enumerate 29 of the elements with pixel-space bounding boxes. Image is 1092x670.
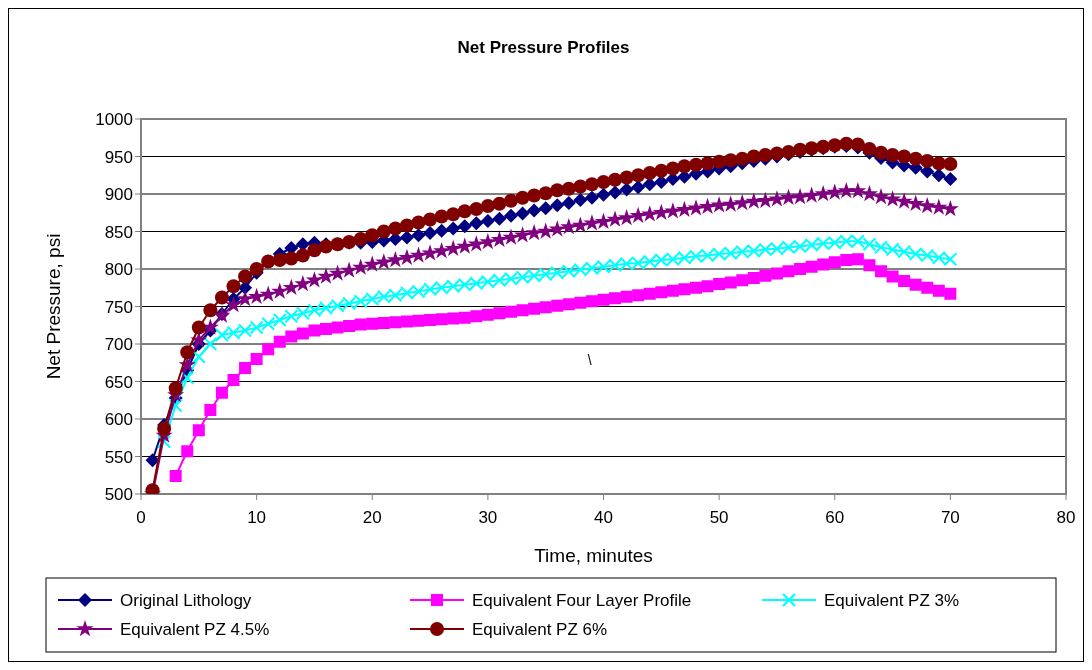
x-tick-label: 20	[362, 508, 382, 527]
y-tick-label: 1000	[95, 110, 133, 129]
legend-label: Equivalent PZ 3%	[824, 591, 960, 610]
x-tick-label: 10	[247, 508, 267, 527]
y-tick-label: 950	[104, 147, 133, 167]
y-tick-label: 650	[104, 372, 133, 392]
annotation: \	[587, 352, 592, 368]
y-tick-label: 900	[104, 185, 133, 204]
x-tick-label: 50	[709, 508, 729, 527]
y-axis-title: Net Pressure, psi	[43, 233, 64, 380]
x-axis-title: Time, minutes	[534, 545, 653, 566]
y-tick-label: 850	[104, 222, 133, 242]
legend-label: Equivalent Four Layer Profile	[472, 591, 692, 610]
chart-title: Net Pressure Profiles	[457, 38, 630, 57]
y-tick-label: 800	[104, 260, 133, 279]
legend-label: Equivalent PZ 4.5%	[120, 620, 270, 639]
x-tick-label: 80	[1056, 508, 1076, 527]
x-tick-label: 70	[940, 508, 960, 527]
x-tick-label: 60	[825, 508, 845, 527]
legend-label: Equivalent PZ 6%	[472, 620, 608, 639]
y-tick-label: 550	[104, 447, 133, 467]
x-tick-label: 0	[136, 508, 146, 527]
y-tick-label: 750	[104, 297, 133, 317]
y-tick-label: 600	[104, 410, 133, 429]
y-tick-label: 500	[104, 485, 133, 504]
legend-label: Original Lithology	[120, 591, 252, 610]
x-tick-label: 30	[478, 508, 498, 527]
x-tick-label: 40	[594, 508, 613, 527]
y-tick-label: 700	[104, 335, 133, 354]
